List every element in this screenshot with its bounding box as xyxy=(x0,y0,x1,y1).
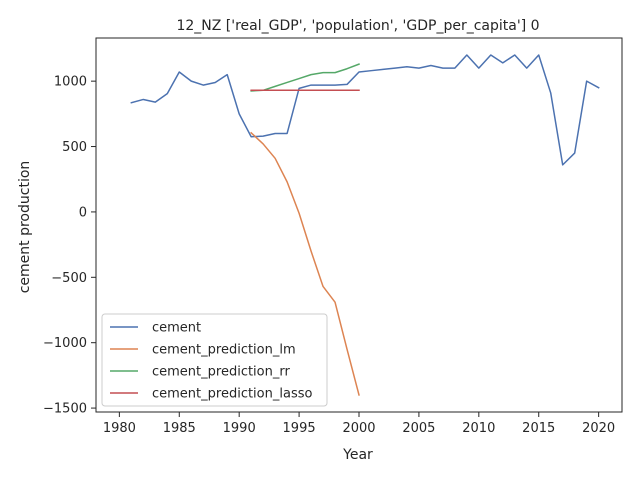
legend-label-cement-prediction-rr: cement_prediction_rr xyxy=(152,365,290,380)
plot-area: 1980 1985 1990 1995 2000 2005 2010 2015 2020 −150… xyxy=(43,37,623,436)
y-axis-label: cement production xyxy=(17,161,33,294)
x-tick-label: 1995 xyxy=(283,421,316,436)
x-tick-label: 1990 xyxy=(223,421,256,436)
y-tick-label: 1000 xyxy=(54,75,87,90)
legend-box xyxy=(101,313,328,407)
x-tick-label: 2010 xyxy=(462,421,495,436)
legend-label-cement: cement xyxy=(152,321,201,336)
x-tick-label: 1980 xyxy=(103,421,136,436)
y-tick-label: −500 xyxy=(51,271,87,286)
series-line-cement-prediction-rr xyxy=(250,63,360,92)
legend-label-cement-prediction-lasso: cement_prediction_lasso xyxy=(152,387,312,402)
x-tick-label: 2000 xyxy=(342,421,375,436)
y-tick-label: −1500 xyxy=(43,402,87,417)
legend-label-cement-prediction-lm: cement_prediction_lm xyxy=(152,343,296,358)
chart-title: 12_NZ ['real_GDP', 'population', 'GDP_pe… xyxy=(176,18,539,34)
y-tick-label: −1000 xyxy=(43,336,87,351)
x-tick-label: 2005 xyxy=(402,421,435,436)
x-tick-label: 1985 xyxy=(163,421,196,436)
series-line-cement xyxy=(130,54,600,166)
x-tick-label: 2020 xyxy=(582,421,615,436)
series-line-cement-prediction-lm xyxy=(250,131,360,396)
y-tick-label: 0 xyxy=(79,205,87,220)
x-axis-label: Year xyxy=(342,447,373,463)
x-tick-label: 2015 xyxy=(522,421,555,436)
legend: cement cement_prediction_lm cement_predict… xyxy=(101,313,328,407)
y-tick-label: 500 xyxy=(62,140,87,155)
